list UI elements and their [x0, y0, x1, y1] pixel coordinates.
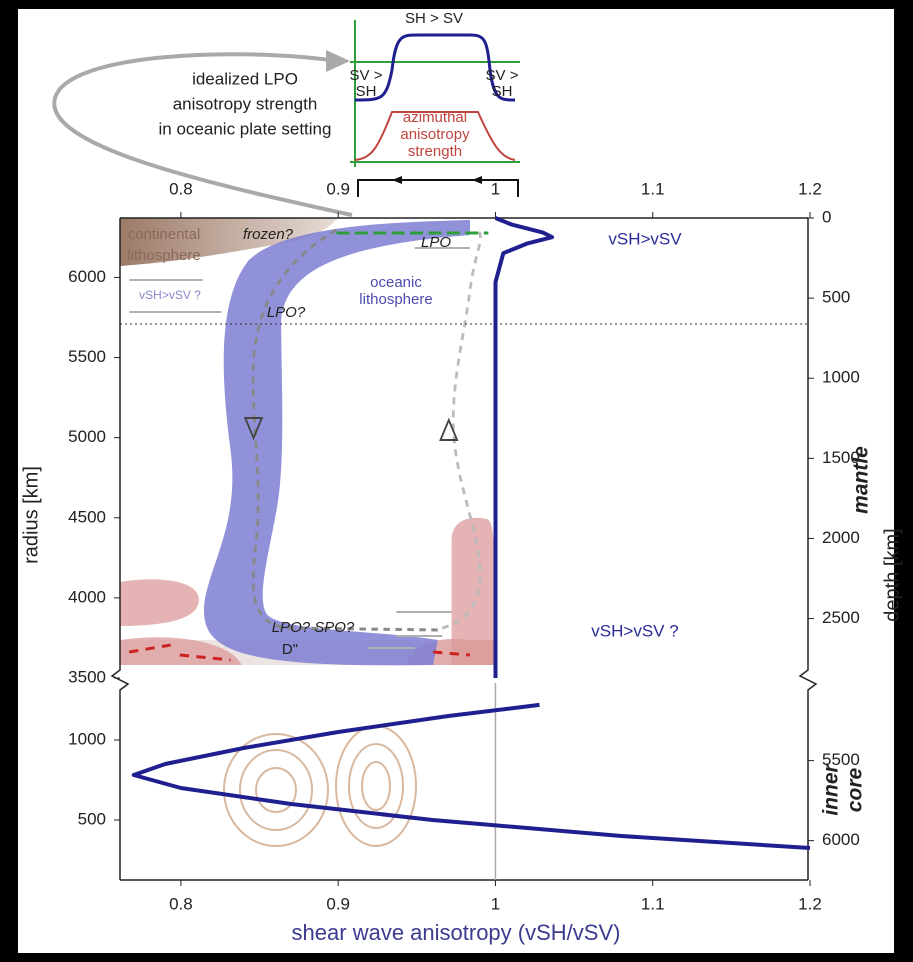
x-tick-label: 0.8	[169, 894, 193, 913]
annotation: LPO? SPO?	[272, 619, 355, 636]
region-label: core	[844, 768, 867, 813]
inset-label: SH > SV	[405, 10, 463, 27]
inset-caption: anisotropy strength	[173, 94, 318, 113]
annotation: oceanic	[370, 274, 422, 291]
y-tick-label: 4500	[68, 507, 106, 526]
y-tick-label: 5000	[68, 427, 106, 446]
annotation: D"	[282, 641, 298, 658]
inset-label: anisotropy	[400, 126, 470, 143]
inset-label: strength	[408, 143, 462, 160]
y-tick-label: 1000	[68, 729, 106, 748]
y2-tick-label: 2000	[822, 528, 860, 547]
inset-label: SV >	[350, 67, 383, 84]
annotation: frozen?	[243, 226, 294, 243]
annotation: vSH>vSV ?	[591, 621, 678, 640]
y2-axis-label: depth [km]	[881, 528, 903, 621]
annotation: LPO?	[267, 304, 306, 321]
annotation: vSH>vSV ?	[139, 288, 201, 302]
y-axis-label: radius [km]	[20, 466, 42, 564]
inset-label: azimuthal	[403, 109, 467, 126]
y-tick-label: 4000	[68, 587, 106, 606]
inset-label: SV >	[486, 67, 519, 84]
y-tick-label: 3500	[68, 667, 106, 686]
x-tick-label: 1.2	[798, 894, 822, 913]
annotation: lithosphere	[127, 247, 200, 264]
inset-label: SH	[492, 83, 513, 100]
y2-tick-label: 2500	[822, 608, 860, 627]
inset-caption: in oceanic plate setting	[159, 119, 332, 138]
x-tick-label: 1.2	[798, 179, 822, 198]
annotation: LPO	[421, 234, 451, 251]
annotation: vSH>vSV	[608, 229, 682, 248]
y2-tick-label: 6000	[822, 830, 860, 849]
x-tick-label: 0.9	[326, 179, 350, 198]
x-tick-label: 1	[491, 179, 500, 198]
annotation: continental	[128, 226, 201, 243]
x-axis-label: shear wave anisotropy (vSH/vSV)	[292, 920, 621, 945]
region-label: inner	[820, 763, 843, 816]
x-tick-label: 0.8	[169, 179, 193, 198]
annotation: lithosphere	[359, 291, 432, 308]
y2-tick-label: 5500	[822, 750, 860, 769]
inset-label: SH	[356, 83, 377, 100]
x-tick-label: 1.1	[641, 179, 665, 198]
y2-tick-label: 500	[822, 288, 850, 307]
y2-tick-label: 0	[822, 207, 831, 226]
x-tick-label: 1	[491, 894, 500, 913]
y2-tick-label: 1500	[822, 448, 860, 467]
x-tick-label: 1.1	[641, 894, 665, 913]
figure: SH > SV SV > SH SV > SH azimuthal anisot…	[0, 0, 913, 962]
y2-tick-label: 1000	[822, 368, 860, 387]
x-tick-label: 0.9	[326, 894, 350, 913]
inset-caption: idealized LPO	[192, 69, 298, 88]
y-tick-label: 5500	[68, 347, 106, 366]
y-tick-label: 500	[78, 809, 106, 828]
y-tick-label: 6000	[68, 267, 106, 286]
